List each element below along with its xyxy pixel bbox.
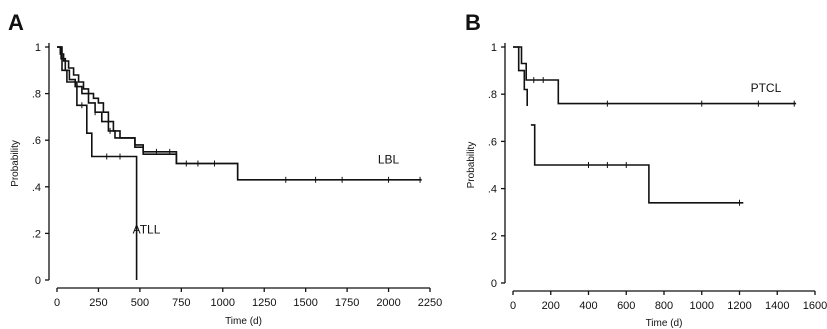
x-tick-label: 1750 xyxy=(335,297,359,309)
series-label-ptcl: PTCL xyxy=(751,81,782,95)
x-tick-label: 1200 xyxy=(727,300,751,312)
y-tick-label: .4 xyxy=(488,184,497,196)
y-tick-label: .4 xyxy=(32,182,41,194)
x-tick-label: 500 xyxy=(131,297,149,309)
survival-curve-series-2 xyxy=(530,124,744,204)
x-axis-title: Time (d) xyxy=(646,318,683,329)
y-tick-label: 2 xyxy=(491,231,497,243)
x-tick-label: 2000 xyxy=(376,297,400,309)
survival-curve-series-1 xyxy=(57,46,239,180)
survival-curve-atll xyxy=(57,46,138,280)
series-label-lbl: LBL xyxy=(378,153,400,167)
x-axis-title: Time (d) xyxy=(225,316,262,327)
x-tick-label: 750 xyxy=(172,297,190,309)
y-tick-label: .8 xyxy=(32,89,41,101)
panel-letter: B xyxy=(465,10,481,35)
x-tick-label: 2250 xyxy=(418,297,442,309)
y-axis-title: Probability xyxy=(10,140,21,187)
x-tick-label: 1000 xyxy=(211,297,235,309)
x-tick-label: 1500 xyxy=(293,297,317,309)
x-tick-label: 1000 xyxy=(690,300,714,312)
x-tick-label: 600 xyxy=(617,300,635,312)
survival-curve-nk xyxy=(513,46,528,106)
y-axis-title: Probability xyxy=(466,142,477,189)
x-tick-label: 0 xyxy=(54,297,60,309)
x-tick-label: 1250 xyxy=(252,297,276,309)
y-tick-label: 0 xyxy=(491,278,497,290)
x-tick-label: 200 xyxy=(542,300,560,312)
survival-curve-ptcl xyxy=(513,46,797,105)
x-tick-label: 1400 xyxy=(765,300,789,312)
survival-curve-lbl xyxy=(57,46,422,181)
series-label-atll: ATLL xyxy=(133,222,161,236)
x-tick-label: 0 xyxy=(510,300,516,312)
x-tick-label: 400 xyxy=(579,300,597,312)
x-tick-label: 250 xyxy=(89,297,107,309)
y-tick-label: .8 xyxy=(488,89,497,101)
panel-b: B 0 2 .4 .6 .8 1 0 200 400 600 800 1000 1200 1400 1600 T… xyxy=(465,10,827,329)
y-tick-label: 0 xyxy=(35,275,41,287)
y-tick-label: .6 xyxy=(488,136,497,148)
y-tick-label: 1 xyxy=(491,42,497,54)
panel-letter: A xyxy=(8,10,24,35)
panel-a: A 0 .2 .4 .6 .8 1 0 250 500 750 1000 1250 1500 1750 200… xyxy=(8,10,442,327)
x-tick-label: 800 xyxy=(655,300,673,312)
y-tick-label: .2 xyxy=(32,228,41,240)
y-tick-label: 1 xyxy=(35,42,41,54)
y-tick-label: .6 xyxy=(32,135,41,147)
x-tick-label: 1600 xyxy=(803,300,827,312)
